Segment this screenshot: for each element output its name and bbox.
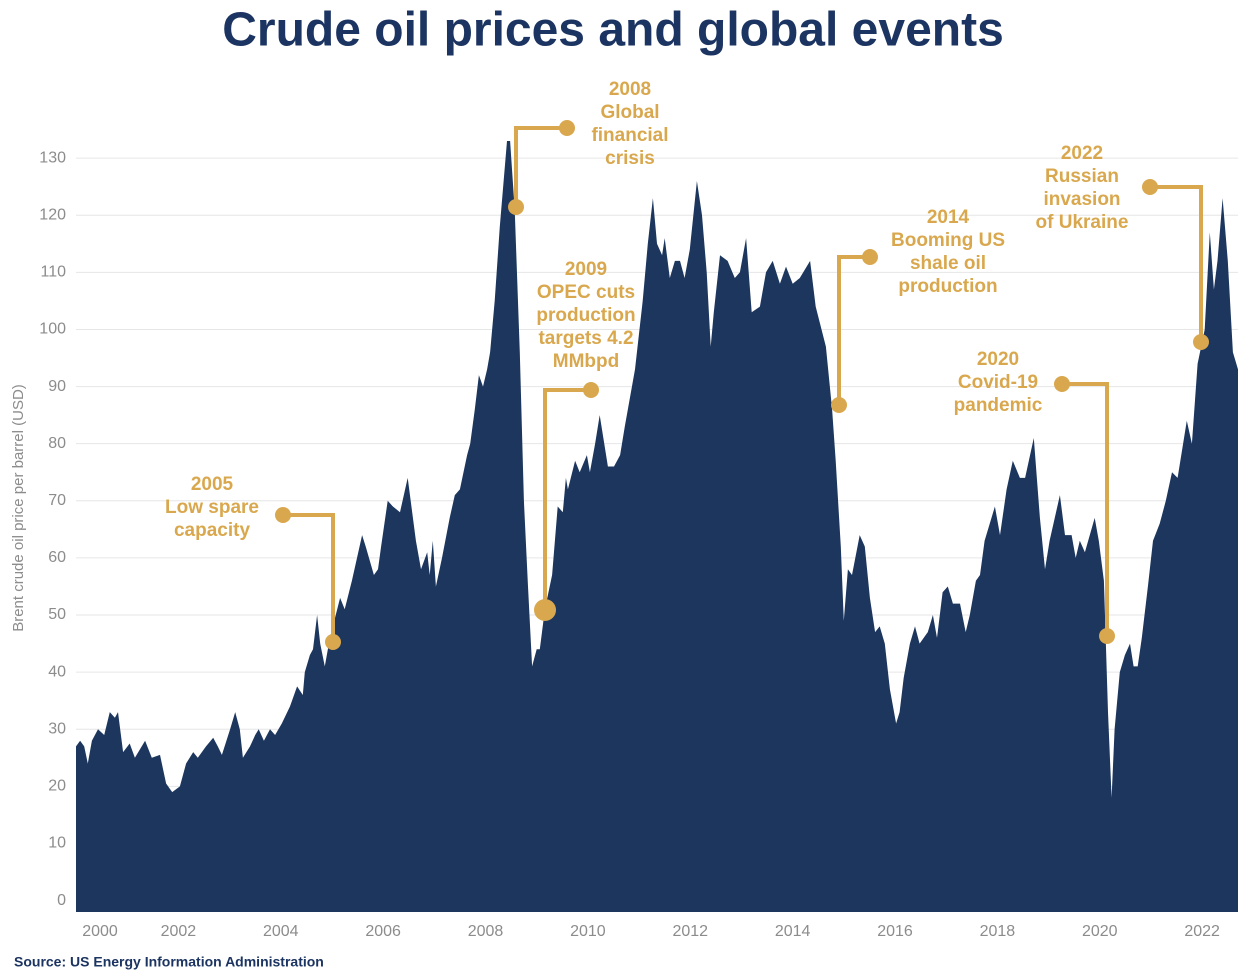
y-tick-label: 90 — [48, 378, 66, 395]
x-tick-label: 2000 — [82, 923, 118, 940]
annotation-text: 2009 — [565, 259, 607, 280]
y-tick-label: 70 — [48, 492, 66, 509]
annotation-text: 2020 — [977, 349, 1019, 370]
annotation-text: Russian — [1045, 166, 1119, 187]
x-tick-label: 2012 — [672, 923, 708, 940]
annotation-text: production — [536, 305, 635, 326]
event-dot — [534, 599, 556, 621]
connector — [543, 388, 591, 610]
source: Source: US Energy Information Administra… — [14, 954, 324, 970]
y-tick-label: 50 — [48, 606, 66, 623]
y-tick-label: 0 — [57, 892, 66, 909]
y-tick-label: 110 — [40, 264, 66, 281]
annotation-text: OPEC cuts — [537, 282, 635, 303]
label-dot — [583, 382, 599, 398]
y-tick-label: 30 — [48, 720, 66, 737]
annotation-text: 2005 — [191, 474, 234, 495]
event-dot — [508, 199, 524, 215]
event-dot — [1099, 628, 1115, 644]
annotation-text: of Ukraine — [1036, 212, 1129, 233]
event-dot — [831, 397, 847, 413]
price-area — [76, 141, 1238, 912]
x-tick-label: 2010 — [570, 923, 606, 940]
y-tick-label: 40 — [48, 663, 66, 680]
annotation-text: Covid-19 — [958, 372, 1038, 393]
annotation-text: financial — [591, 125, 668, 146]
annotation-text: 2014 — [927, 207, 970, 228]
annotation-text: 2022 — [1061, 143, 1103, 164]
annotation-text: 2008 — [609, 79, 651, 100]
annotation-text: crisis — [605, 148, 655, 169]
label-dot — [559, 120, 575, 136]
plot — [76, 141, 1238, 912]
annotation-text: shale oil — [910, 253, 986, 274]
event-dot — [325, 634, 341, 650]
x-tick-label: 2008 — [468, 923, 504, 940]
connector — [1150, 185, 1203, 342]
annotation-text: production — [898, 276, 997, 297]
label-dot — [862, 249, 878, 265]
annotation-text: Booming US — [891, 230, 1005, 251]
y-tick-label: 20 — [48, 778, 66, 795]
y-tick-label: 10 — [48, 835, 66, 852]
connector — [837, 255, 870, 405]
x-tick-label: 2002 — [161, 923, 197, 940]
x-tick-label: 2018 — [980, 923, 1016, 940]
annotation-text: MMbpd — [553, 351, 619, 372]
x-tick-label: 2004 — [263, 923, 299, 940]
x-tick-label: 2020 — [1082, 923, 1118, 940]
label-dot — [1142, 179, 1158, 195]
connector — [283, 513, 335, 642]
connector — [514, 126, 567, 207]
annotation-text: Low spare — [165, 497, 259, 518]
chart-title: Crude oil prices and global events — [222, 4, 1004, 57]
y-axis-label: Brent crude oil price per barrel (USD) — [10, 384, 27, 632]
x-tick-label: 2016 — [877, 923, 913, 940]
label-dot — [1054, 376, 1070, 392]
annotation-text: pandemic — [954, 395, 1043, 416]
event-dot — [1193, 334, 1209, 350]
x-tick-label: 2022 — [1184, 923, 1220, 940]
x-tick-label: 2014 — [775, 923, 811, 940]
connector — [1062, 382, 1109, 636]
y-tick-label: 120 — [39, 206, 66, 223]
y-tick-label: 100 — [39, 321, 66, 338]
y-tick-label: 130 — [39, 149, 66, 166]
annotation-text: Global — [600, 102, 659, 123]
x-tick-label: 2006 — [365, 923, 401, 940]
annotation-text: capacity — [174, 520, 250, 541]
y-tick-label: 80 — [48, 435, 66, 452]
y-tick-label: 60 — [48, 549, 66, 566]
label-dot — [275, 507, 291, 523]
annotation-text: invasion — [1043, 189, 1120, 210]
annotation-text: targets 4.2 — [538, 328, 633, 349]
